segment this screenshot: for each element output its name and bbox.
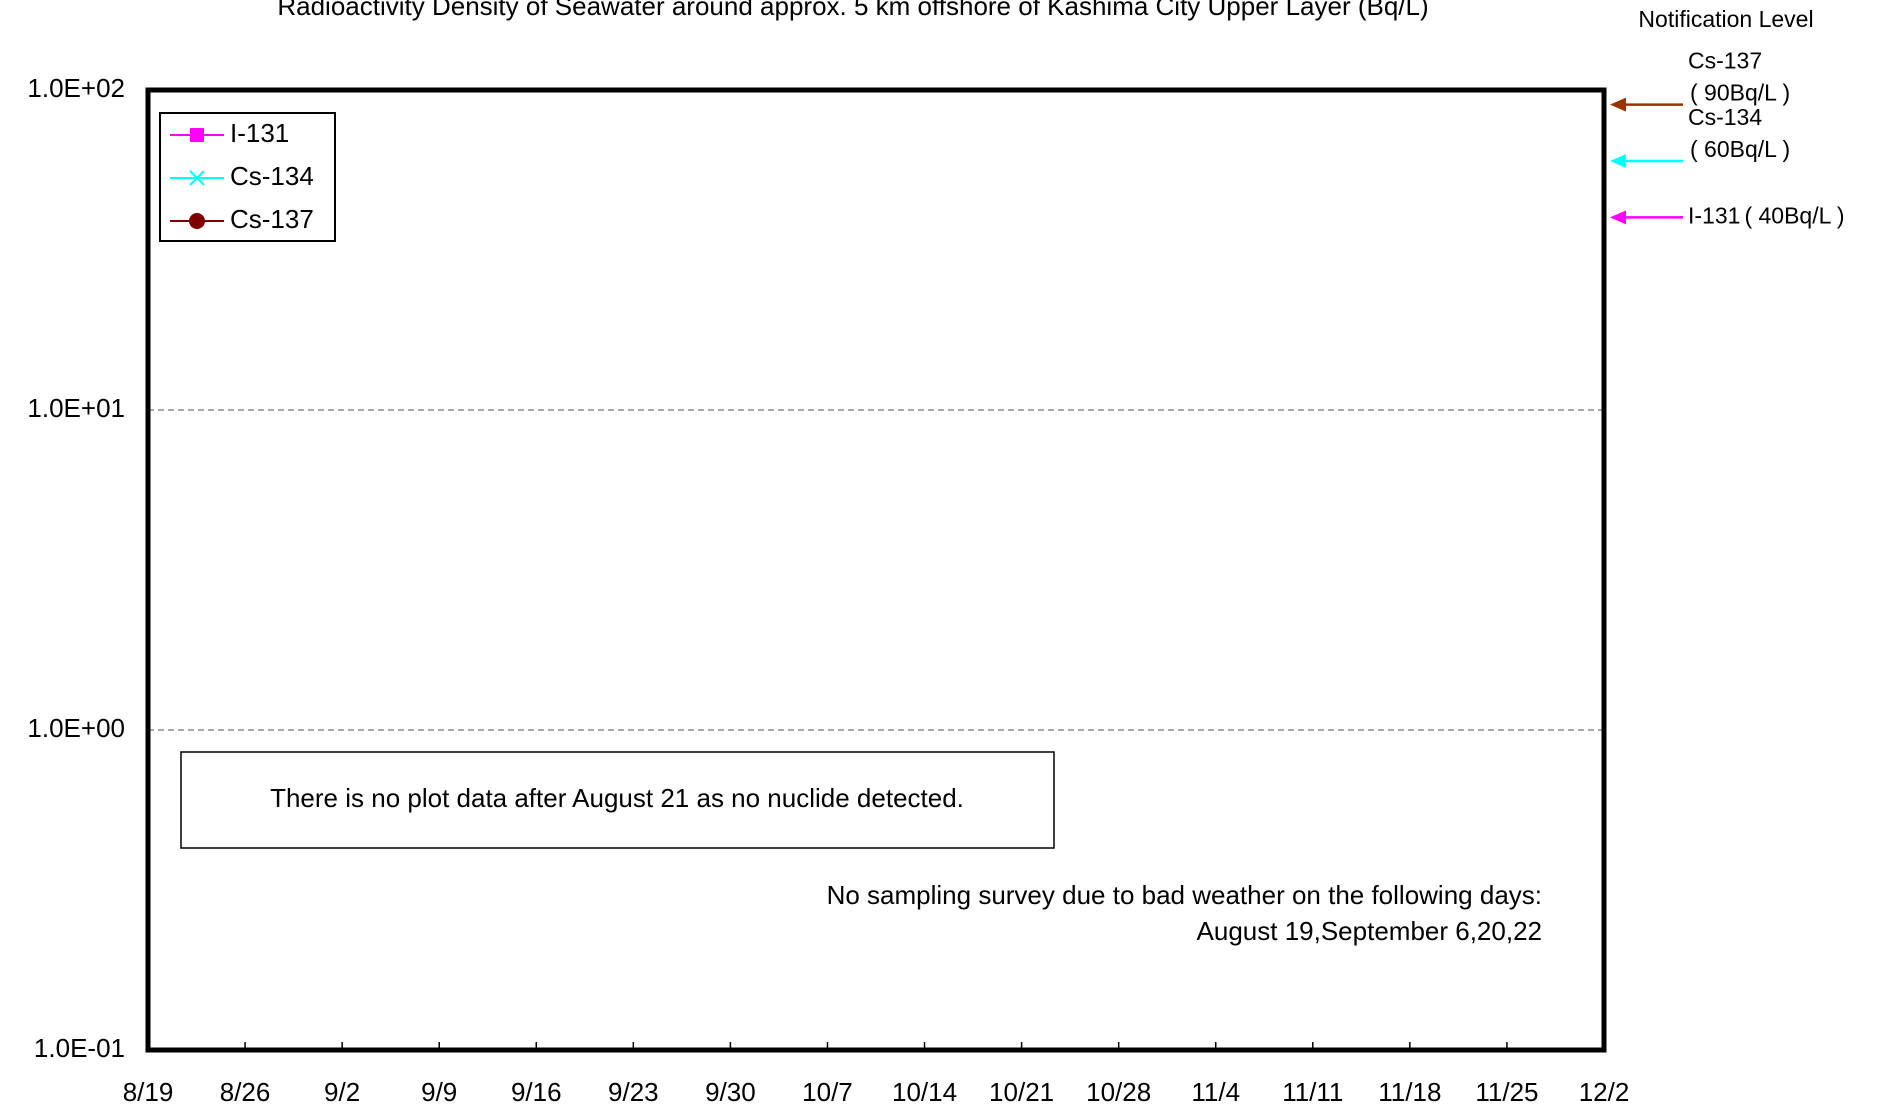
x-tick-label: 10/21 — [989, 1077, 1054, 1106]
chart-title: Radioactivity Density of Seawater around… — [277, 0, 1428, 21]
note: August 19,September 6,20,22 — [1197, 916, 1542, 946]
x-tick-label: 11/11 — [1282, 1077, 1343, 1106]
notification-arrowhead — [1610, 97, 1626, 112]
note: There is no plot data after August 21 as… — [270, 783, 964, 813]
notification-label: ( 60Bq/L ) — [1690, 136, 1790, 162]
legend-marker — [190, 128, 204, 142]
notification-name: I-131 — [1688, 202, 1740, 228]
x-tick-label: 9/23 — [608, 1077, 659, 1106]
x-tick-label: 10/14 — [892, 1077, 957, 1106]
x-tick-label: 9/30 — [705, 1077, 756, 1106]
legend-label: Cs-137 — [230, 204, 314, 234]
x-tick-label: 9/16 — [511, 1077, 562, 1106]
y-tick-label: 1.0E+01 — [27, 393, 125, 423]
x-tick-label: 10/7 — [802, 1077, 853, 1106]
x-tick-label: 8/26 — [220, 1077, 271, 1106]
notification-label: ( 90Bq/L ) — [1690, 80, 1790, 106]
x-tick-label: 11/4 — [1191, 1077, 1240, 1106]
x-tick-label: 9/2 — [324, 1077, 360, 1106]
x-tick-label: 10/28 — [1086, 1077, 1151, 1106]
notification-name: Cs-137 — [1688, 48, 1762, 74]
x-tick-label: 11/25 — [1475, 1077, 1538, 1106]
note: No sampling survey due to bad weather on… — [827, 880, 1542, 910]
legend-marker — [189, 170, 205, 186]
x-tick-label: 8/19 — [123, 1077, 174, 1106]
y-tick-label: 1.0E+02 — [27, 73, 125, 103]
notification-name: Cs-134 — [1688, 104, 1762, 130]
notification-arrowhead — [1610, 210, 1626, 225]
note-box — [180, 751, 1055, 849]
legend-label: Cs-134 — [230, 161, 314, 191]
x-tick-label: 11/18 — [1378, 1077, 1441, 1106]
plot-frame — [145, 87, 1607, 1053]
notification-title: Notification Level — [1638, 6, 1813, 32]
notification-arrowhead — [1610, 153, 1626, 168]
legend-label: I-131 — [230, 118, 289, 148]
legend-marker — [189, 213, 205, 229]
notification-label: ( 40Bq/L ) — [1744, 202, 1844, 228]
x-tick-label: 12/2 — [1579, 1077, 1630, 1106]
y-tick-label: 1.0E+00 — [27, 713, 125, 743]
y-tick-label: 1.0E-01 — [34, 1033, 125, 1063]
x-tick-label: 9/9 — [421, 1077, 457, 1106]
